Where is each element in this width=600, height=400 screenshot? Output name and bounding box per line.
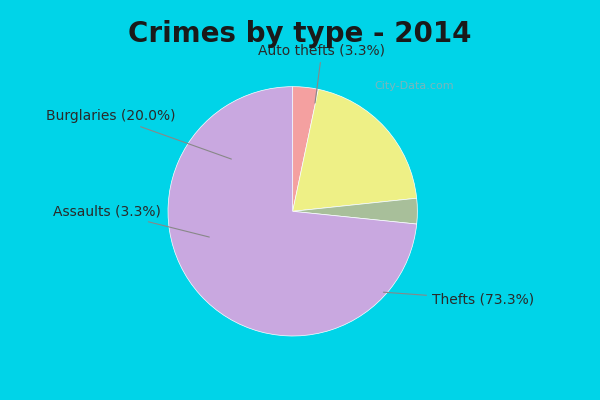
Text: Burglaries (20.0%): Burglaries (20.0%) <box>46 109 232 159</box>
Text: Crimes by type - 2014: Crimes by type - 2014 <box>128 20 472 48</box>
Wedge shape <box>168 87 416 336</box>
Text: Thefts (73.3%): Thefts (73.3%) <box>383 292 534 306</box>
Wedge shape <box>293 89 416 211</box>
Text: Auto thefts (3.3%): Auto thefts (3.3%) <box>259 43 386 103</box>
Text: City-Data.com: City-Data.com <box>374 81 454 91</box>
Text: Assaults (3.3%): Assaults (3.3%) <box>53 204 209 237</box>
Wedge shape <box>293 198 418 224</box>
Wedge shape <box>293 87 319 211</box>
